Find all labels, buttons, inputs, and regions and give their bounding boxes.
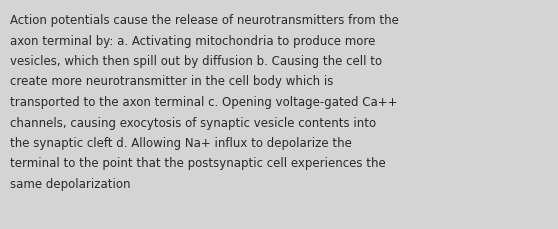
- Text: Action potentials cause the release of neurotransmitters from the: Action potentials cause the release of n…: [10, 14, 399, 27]
- Text: terminal to the point that the postsynaptic cell experiences the: terminal to the point that the postsynap…: [10, 157, 386, 170]
- Text: axon terminal by: a. Activating mitochondria to produce more: axon terminal by: a. Activating mitochon…: [10, 34, 376, 47]
- Text: transported to the axon terminal c. Opening voltage-gated Ca++: transported to the axon terminal c. Open…: [10, 95, 397, 109]
- Text: the synaptic cleft d. Allowing Na+ influx to depolarize the: the synaptic cleft d. Allowing Na+ influ…: [10, 136, 352, 149]
- Text: same depolarization: same depolarization: [10, 177, 131, 190]
- Text: channels, causing exocytosis of synaptic vesicle contents into: channels, causing exocytosis of synaptic…: [10, 116, 376, 129]
- Text: vesicles, which then spill out by diffusion b. Causing the cell to: vesicles, which then spill out by diffus…: [10, 55, 382, 68]
- Text: create more neurotransmitter in the cell body which is: create more neurotransmitter in the cell…: [10, 75, 333, 88]
